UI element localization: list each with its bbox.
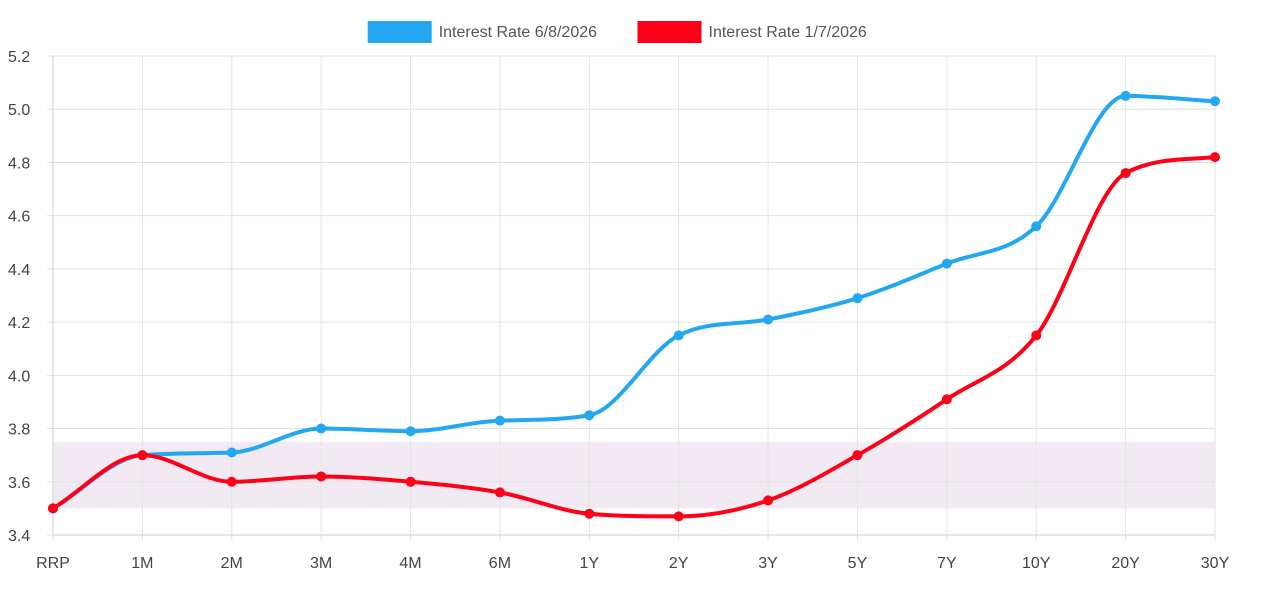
series-2-point[interactable] xyxy=(584,508,595,519)
x-tick-label: 1Y xyxy=(580,555,600,572)
series-layer xyxy=(48,90,1220,522)
x-tick-label: 5Y xyxy=(848,555,868,572)
series-2-point[interactable] xyxy=(941,394,952,405)
axis-layer: 3.4 3.6 3.8 4.0 4.2 4.4 4.6 4.8 5.0 5.2 RRP 1M 2M 3M 4… xyxy=(8,49,1230,572)
series-1-point[interactable] xyxy=(584,410,595,421)
x-tick-label: 2Y xyxy=(669,555,689,572)
x-tick-label: 2M xyxy=(221,555,243,572)
legend-swatch xyxy=(367,21,432,43)
series-2-point[interactable] xyxy=(673,511,684,522)
x-tick-label: 10Y xyxy=(1022,555,1051,572)
series-1-point[interactable] xyxy=(673,330,684,341)
x-tick-label: 1M xyxy=(131,555,153,572)
series-2-point[interactable] xyxy=(48,503,58,514)
y-tick-label: 3.4 xyxy=(8,528,30,545)
legend-swatch xyxy=(637,21,702,43)
legend-label: Interest Rate 6/8/2026 xyxy=(439,24,597,41)
legend-item-2[interactable]: Interest Rate 1/7/2026 xyxy=(637,21,867,43)
series-1-point[interactable] xyxy=(494,415,505,426)
x-tick-label: RRP xyxy=(36,555,70,572)
legend-item-1[interactable]: Interest Rate 6/8/2026 xyxy=(367,21,597,43)
y-tick-label: 3.8 xyxy=(8,422,30,439)
series-2-point[interactable] xyxy=(316,471,327,482)
series-2-point[interactable] xyxy=(137,450,148,461)
shaded-band xyxy=(53,441,1215,509)
series-1-point[interactable] xyxy=(226,447,237,458)
series-2-point[interactable] xyxy=(1210,152,1220,163)
y-tick-label: 4.6 xyxy=(8,209,30,226)
x-tick-label: 7Y xyxy=(937,555,957,572)
y-tick-label: 4.8 xyxy=(8,155,30,172)
series-1-point[interactable] xyxy=(1031,221,1042,232)
series-2-point[interactable] xyxy=(494,487,505,498)
legend[interactable]: Interest Rate 6/8/2026 Interest Rate 1/7/… xyxy=(367,21,867,43)
series-1-point[interactable] xyxy=(1120,90,1131,101)
legend-label: Interest Rate 1/7/2026 xyxy=(709,24,867,41)
y-tick-label: 3.6 xyxy=(8,475,30,492)
series-2-point[interactable] xyxy=(1031,330,1042,341)
series-1-point[interactable] xyxy=(405,426,416,437)
x-tick-label: 3M xyxy=(310,555,332,572)
x-tick-label: 3Y xyxy=(758,555,778,572)
series-1-point[interactable] xyxy=(1210,96,1220,107)
x-tick-label: 6M xyxy=(489,555,511,572)
series-1-point[interactable] xyxy=(941,258,952,269)
y-tick-label: 4.2 xyxy=(8,315,30,332)
y-tick-label: 4.0 xyxy=(8,368,30,385)
x-tick-label: 30Y xyxy=(1201,555,1230,572)
y-tick-label: 5.0 xyxy=(8,102,30,119)
x-tick-label: 20Y xyxy=(1111,555,1140,572)
series-2-point[interactable] xyxy=(226,476,237,487)
x-tick-label: 4M xyxy=(399,555,421,572)
y-tick-label: 4.4 xyxy=(8,262,30,279)
series-2-point[interactable] xyxy=(405,476,416,487)
series-1-point[interactable] xyxy=(763,314,774,325)
series-1-point[interactable] xyxy=(852,293,863,304)
series-2-point[interactable] xyxy=(852,450,863,461)
y-tick-label: 5.2 xyxy=(8,49,30,66)
series-2-point[interactable] xyxy=(1120,168,1131,179)
series-1-point[interactable] xyxy=(316,423,327,434)
series-2-point[interactable] xyxy=(763,495,774,506)
shaded-band-layer xyxy=(53,441,1215,509)
